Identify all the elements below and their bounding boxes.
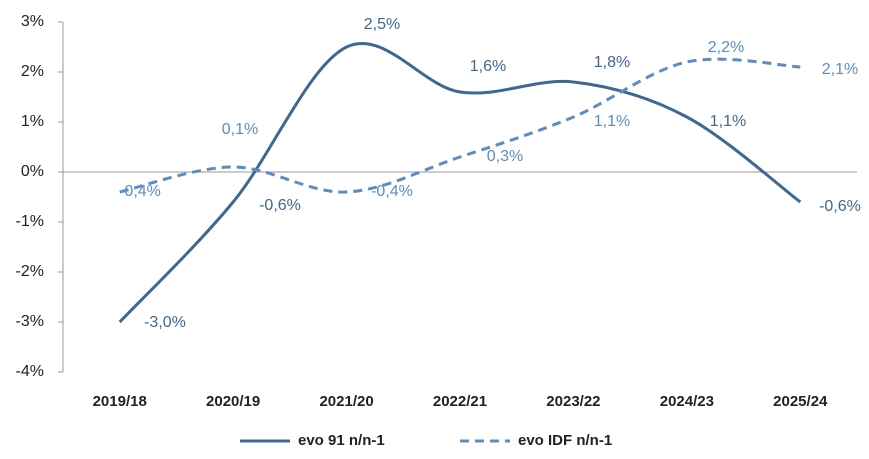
data-label: 2,2%	[708, 39, 744, 56]
y-tick-label: 1%	[21, 113, 44, 130]
x-tick-label: 2021/20	[319, 393, 373, 410]
x-tick-label: 2022/21	[433, 393, 487, 410]
data-label: 1,8%	[594, 54, 630, 71]
x-tick-label: 2023/22	[546, 393, 600, 410]
data-label: 2,5%	[364, 16, 400, 33]
data-label: 0,1%	[222, 121, 258, 138]
x-tick-label: 2020/19	[206, 393, 260, 410]
x-tick-label: 2025/24	[773, 393, 828, 410]
x-tick-label: 2019/18	[93, 393, 147, 410]
y-tick-label: 0%	[21, 163, 44, 180]
y-tick-label: 3%	[21, 13, 44, 30]
y-tick-label: -2%	[16, 263, 44, 280]
data-label: 1,1%	[594, 113, 630, 130]
data-label: 1,6%	[470, 58, 506, 75]
x-tick-label: 2024/23	[660, 393, 714, 410]
y-tick-label: -4%	[16, 363, 44, 380]
data-label: -0,4%	[119, 183, 161, 200]
data-label: 1,1%	[710, 113, 746, 130]
legend-label: evo 91 n/n-1	[298, 432, 385, 449]
data-label: -3,0%	[144, 314, 186, 331]
data-label: 0,3%	[487, 148, 523, 165]
y-tick-label: -3%	[16, 313, 44, 330]
legend-label: evo IDF n/n-1	[518, 432, 612, 449]
data-label: -0,6%	[819, 198, 861, 215]
y-tick-label: 2%	[21, 63, 44, 80]
data-label: 2,1%	[822, 61, 858, 78]
series-line	[118, 41, 802, 324]
series-line	[119, 57, 801, 194]
y-tick-label: -1%	[16, 213, 44, 230]
data-label: -0,6%	[259, 197, 301, 214]
data-label: -0,4%	[371, 183, 413, 200]
